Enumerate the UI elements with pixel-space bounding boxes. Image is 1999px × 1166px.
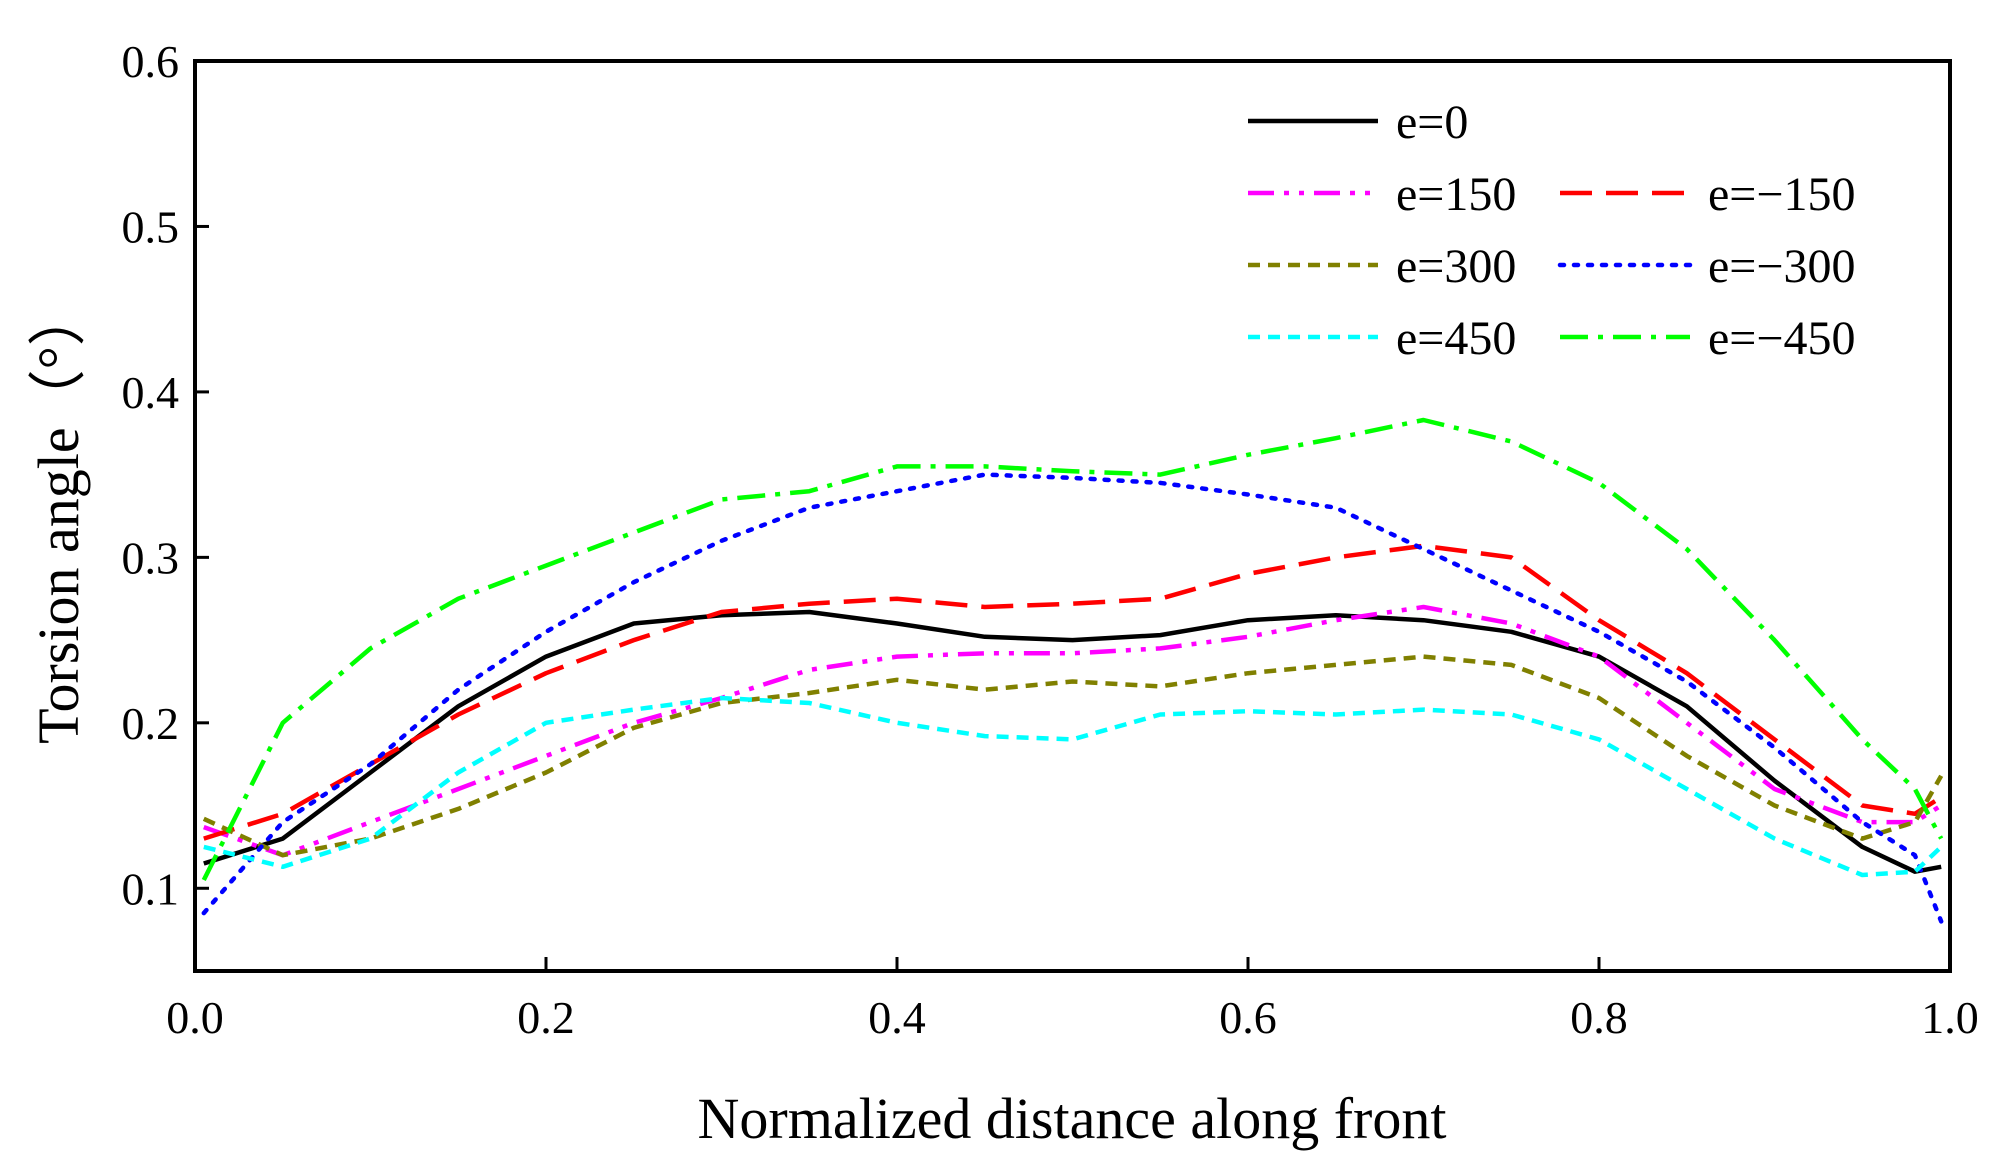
y-tick-label: 0.1 <box>122 863 180 914</box>
x-tick-label: 1.0 <box>1921 992 1979 1043</box>
y-tick-label: 0.6 <box>122 36 180 87</box>
axis-ticks: 0.0 0.2 0.4 0.6 0.8 1.0 0.1 0.2 0.3 0.4 0.5 0.6 <box>122 36 1979 1043</box>
series-line-3 <box>202 654 1944 858</box>
series-line-5 <box>203 695 1943 878</box>
y-tick-label: 0.3 <box>122 532 180 583</box>
legend-label-5: e=450 <box>1396 312 1516 365</box>
plot-area-frame <box>193 59 1952 973</box>
y-tick-label: 0.4 <box>122 367 180 418</box>
legend-label-4: e=−300 <box>1708 240 1855 293</box>
series-line-4 <box>201 472 1944 924</box>
legend-label-0: e=0 <box>1396 96 1468 149</box>
x-tick-label: 0.8 <box>1570 992 1628 1043</box>
series-line-2 <box>203 543 1943 841</box>
series-line-1 <box>203 604 1943 858</box>
y-tick-label: 0.2 <box>122 698 180 749</box>
legend: e=0 e=150 e=−150 e=300 e=−300 e=450 e=−450 <box>1248 96 1855 365</box>
series-line-6 <box>201 417 1944 882</box>
legend-label-3: e=300 <box>1396 240 1516 293</box>
legend-label-1: e=150 <box>1396 168 1516 221</box>
x-tick-label: 0.4 <box>868 992 926 1043</box>
x-axis-title: Normalized distance along front <box>698 1086 1447 1151</box>
series-line-0 <box>203 609 1942 874</box>
x-tick-label: 0.0 <box>166 992 224 1043</box>
y-axis-title: Torsion angle（°） <box>26 288 91 744</box>
legend-label-2: e=−150 <box>1708 168 1855 221</box>
x-tick-label: 0.6 <box>1219 992 1277 1043</box>
x-tick-label: 0.2 <box>517 992 575 1043</box>
y-tick-label: 0.5 <box>122 201 180 252</box>
legend-label-6: e=−450 <box>1708 312 1855 365</box>
series-layer <box>201 417 1944 924</box>
